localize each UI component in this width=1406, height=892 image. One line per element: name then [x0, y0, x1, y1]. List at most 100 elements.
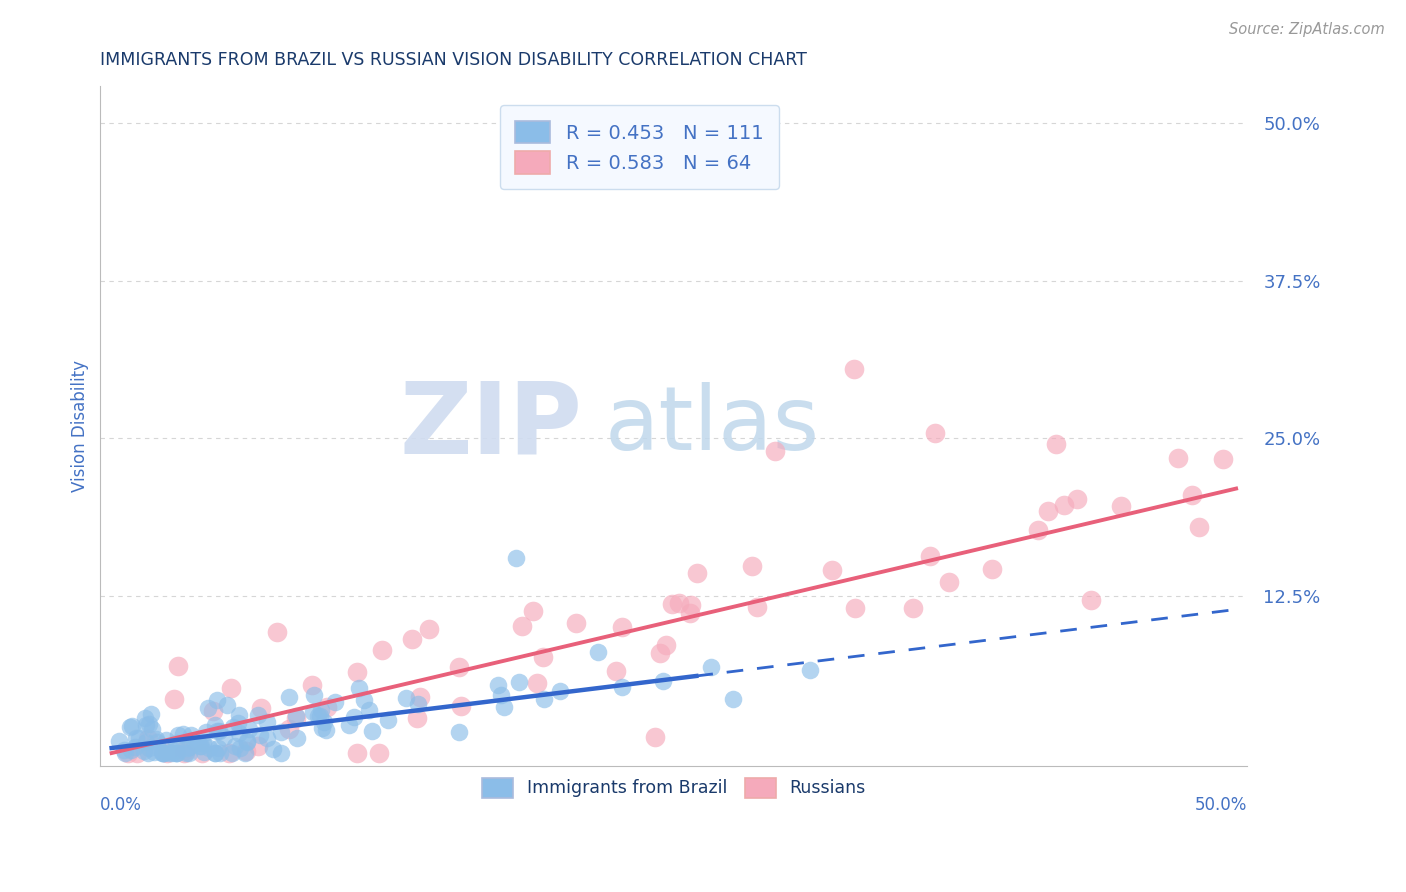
Point	[212, 730, 235, 744]
Point	[198, 741, 221, 756]
Point	[207, 740, 229, 755]
Point	[346, 665, 368, 679]
Point	[325, 695, 347, 709]
Point	[215, 698, 238, 712]
Point	[167, 659, 190, 673]
Point	[1080, 592, 1102, 607]
Point	[924, 425, 946, 440]
Point	[204, 718, 226, 732]
Point	[418, 622, 440, 636]
Point	[450, 698, 472, 713]
Point	[270, 724, 292, 739]
Point	[235, 744, 257, 758]
Point	[661, 597, 683, 611]
Point	[166, 746, 188, 760]
Point	[233, 746, 256, 760]
Point	[121, 718, 143, 732]
Point	[700, 659, 723, 673]
Point	[155, 732, 177, 747]
Point	[114, 746, 136, 760]
Point	[108, 734, 131, 748]
Point	[250, 700, 273, 714]
Point	[409, 690, 432, 705]
Point	[177, 740, 200, 755]
Point	[222, 720, 245, 734]
Point	[1109, 500, 1132, 514]
Point	[195, 724, 218, 739]
Point	[160, 746, 183, 760]
Point	[152, 746, 174, 760]
Point	[406, 697, 429, 711]
Point	[401, 632, 423, 646]
Point	[156, 746, 179, 760]
Point	[360, 724, 382, 739]
Point	[377, 714, 399, 728]
Point	[526, 676, 548, 690]
Point	[311, 721, 333, 735]
Point	[187, 736, 209, 750]
Point	[221, 746, 243, 760]
Point	[190, 739, 212, 753]
Point	[208, 724, 231, 739]
Point	[903, 601, 925, 615]
Point	[668, 596, 690, 610]
Point	[138, 717, 160, 731]
Point	[610, 620, 633, 634]
Point	[173, 746, 195, 760]
Point	[1036, 504, 1059, 518]
Point	[193, 745, 215, 759]
Point	[266, 625, 288, 640]
Point	[235, 734, 257, 748]
Point	[343, 710, 366, 724]
Point	[124, 740, 146, 755]
Point	[314, 715, 336, 730]
Point	[610, 680, 633, 694]
Point	[205, 693, 228, 707]
Point	[201, 704, 224, 718]
Point	[238, 723, 260, 737]
Point	[143, 745, 166, 759]
Point	[741, 558, 763, 573]
Point	[763, 443, 786, 458]
Point	[236, 734, 259, 748]
Point	[395, 690, 418, 705]
Point	[183, 735, 205, 749]
Point	[135, 718, 157, 732]
Text: ZIP: ZIP	[399, 377, 582, 474]
Point	[353, 692, 375, 706]
Point	[135, 734, 157, 748]
Point	[367, 746, 389, 760]
Point	[371, 643, 394, 657]
Point	[586, 645, 609, 659]
Point	[166, 736, 188, 750]
Point	[842, 362, 865, 376]
Point	[486, 678, 509, 692]
Point	[307, 708, 329, 723]
Point	[145, 732, 167, 747]
Point	[1180, 488, 1202, 502]
Point	[141, 707, 163, 722]
Point	[228, 741, 250, 756]
Point	[652, 674, 675, 689]
Point	[346, 746, 368, 760]
Point	[152, 746, 174, 760]
Point	[141, 722, 163, 736]
Point	[174, 746, 197, 760]
Point	[246, 707, 269, 722]
Point	[681, 599, 703, 613]
Point	[166, 728, 188, 742]
Point	[270, 746, 292, 760]
Point	[309, 709, 332, 723]
Point	[190, 739, 212, 753]
Point	[533, 692, 555, 706]
Point	[648, 646, 671, 660]
Point	[406, 711, 429, 725]
Point	[118, 720, 141, 734]
Point	[134, 711, 156, 725]
Point	[204, 746, 226, 760]
Point	[190, 746, 212, 760]
Point	[150, 746, 173, 760]
Point	[165, 746, 187, 760]
Point	[505, 550, 527, 565]
Point	[1052, 498, 1074, 512]
